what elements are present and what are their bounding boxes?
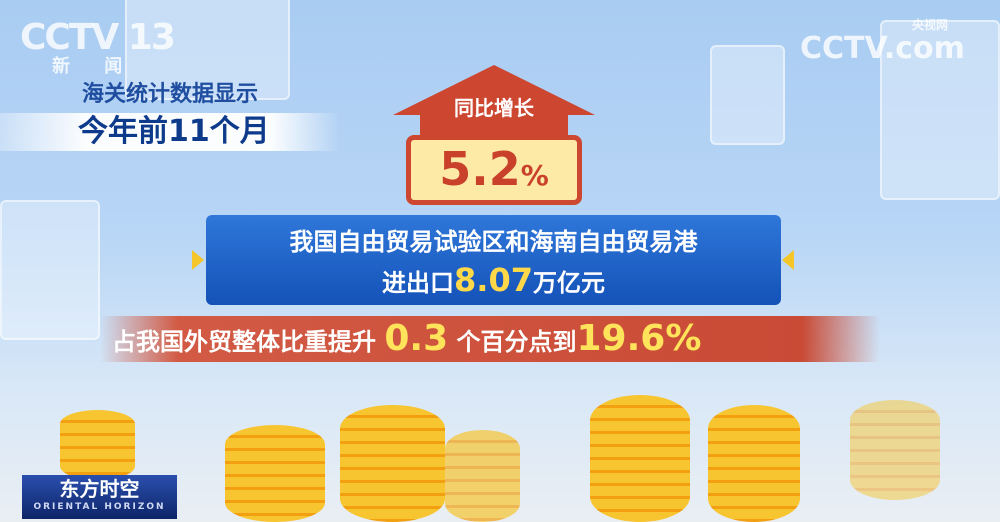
bg-document [880, 20, 1000, 200]
coin-stack [590, 395, 690, 522]
growth-label: 同比增长 [454, 96, 534, 120]
main-line2: 进出口8.07万亿元 [382, 261, 605, 299]
headline-line2: 今年前11个月 [78, 114, 270, 149]
main-line1: 我国自由贸易试验区和海南自由贸易港 [289, 228, 698, 256]
bg-document [0, 200, 100, 340]
growth-value: 5.2% [406, 135, 582, 205]
coin-stack [60, 410, 135, 480]
right-triangle-icon [782, 250, 794, 270]
coin-stack [445, 430, 520, 522]
headline-bar [0, 113, 340, 151]
cctv-com-logo: CCTV.com 央视网 [800, 18, 965, 66]
program-logo: 东方时空 ORIENTAL HORIZON [22, 475, 177, 519]
coin-stack [708, 405, 800, 522]
cctv13-logo: CCTV 13 新 闻 [20, 17, 176, 77]
bg-document [125, 0, 290, 100]
headline-line1: 海关统计数据显示 [82, 82, 259, 107]
coin-stack [340, 405, 445, 522]
share-banner: 占我国外贸整体比重提升 0.3 个百分点到19.6% [100, 316, 880, 362]
coin-stack [225, 425, 325, 522]
coin-stack [850, 400, 940, 500]
left-triangle-icon [192, 250, 204, 270]
bg-document [710, 45, 785, 145]
main-panel: 我国自由贸易试验区和海南自由贸易港 进出口8.07万亿元 [206, 215, 781, 305]
